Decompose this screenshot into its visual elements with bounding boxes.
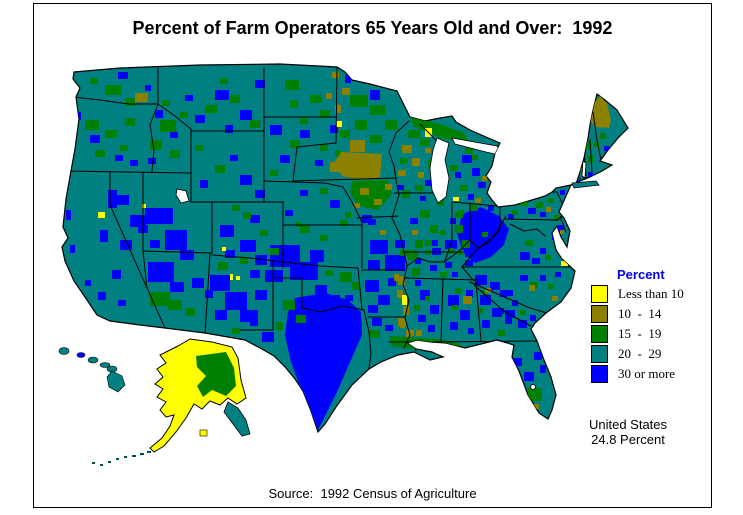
legend-swatch-10-14: [591, 304, 608, 323]
alaska-panhandle: [223, 401, 251, 437]
interior-water: [175, 137, 587, 390]
aleutian-islands: [92, 451, 151, 466]
legend-item: 30 or more: [591, 364, 701, 383]
legend-item: 20 - 29: [591, 344, 701, 363]
legend-swatch-20-29: [591, 344, 608, 363]
lake-champlain: [581, 160, 587, 179]
legend: Percent Less than 10 10 - 14 15 - 19 20 …: [591, 267, 701, 385]
summary-line2: 24.8 Percent: [591, 432, 665, 447]
summary-line1: United States: [588, 417, 668, 432]
lake-michigan: [429, 137, 450, 204]
kodiak-island: [199, 429, 208, 437]
legend-title: Percent: [617, 267, 665, 282]
kauai: [58, 347, 70, 355]
map-title: Percent of Farm Operators 65 Years Old a…: [132, 18, 613, 38]
great-salt-lake: [175, 188, 190, 204]
niihau-blue-island: [76, 352, 86, 358]
legend-swatch-30-or-more: [591, 364, 608, 383]
hawaii-big-island: [106, 370, 126, 393]
lake-okeechobee: [530, 384, 536, 390]
national-summary: United States 24.8 Percent: [574, 417, 682, 447]
oahu: [87, 356, 99, 364]
legend-swatch-less-than-10: [591, 284, 608, 303]
legend-item: 15 - 19: [591, 324, 701, 343]
legend-item: Less than 10: [591, 284, 701, 303]
alaska-interior-green: [196, 352, 236, 397]
legend-swatch-15-19: [591, 324, 608, 343]
molokai: [99, 362, 111, 368]
source-note: Source: 1992 Census of Agriculture: [268, 486, 477, 501]
alaska: [92, 338, 251, 466]
long-island: [571, 180, 600, 189]
legend-item: 10 - 14: [591, 304, 701, 323]
hawaii-islands: [58, 347, 126, 393]
